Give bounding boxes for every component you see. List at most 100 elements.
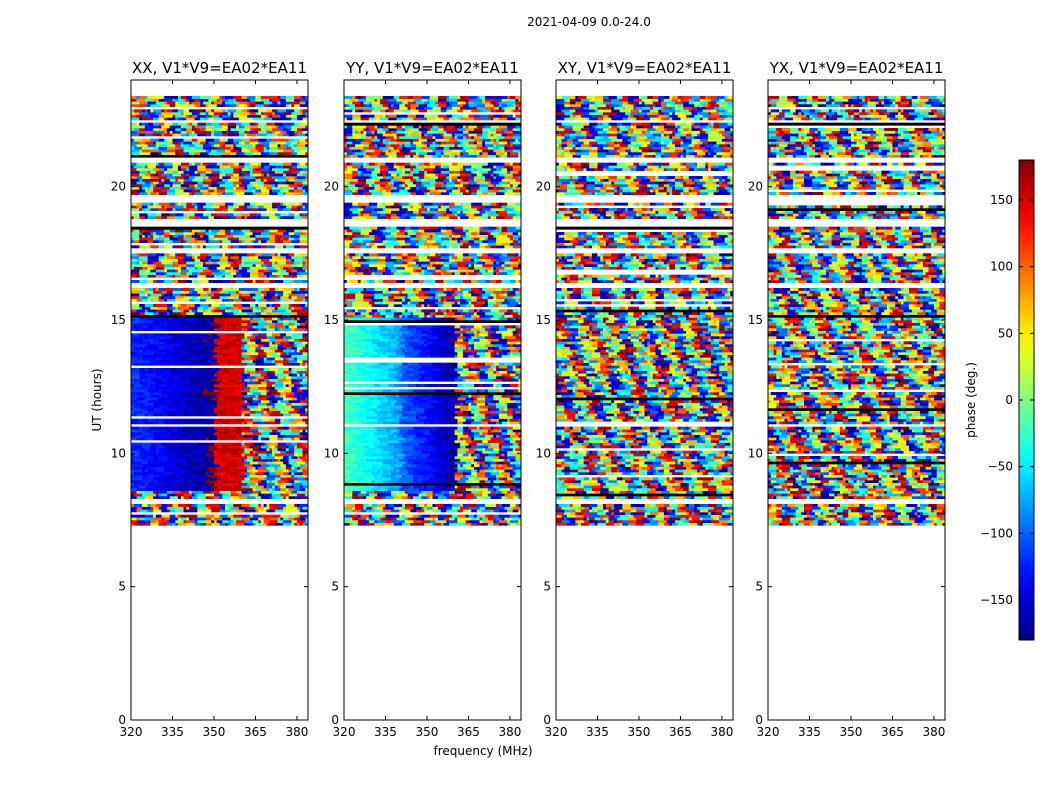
phase-cell — [274, 293, 278, 297]
phase-cell — [482, 509, 491, 513]
phase-cell — [285, 488, 289, 491]
phase-cell — [155, 400, 165, 403]
phase-cell — [142, 432, 148, 435]
phase-cell — [241, 453, 245, 457]
phase-cell — [158, 104, 162, 107]
phase-cell — [200, 469, 209, 473]
phase-cell — [374, 480, 378, 483]
phase-cell — [291, 304, 301, 307]
phase-cell — [213, 389, 220, 393]
phase-cell — [247, 133, 256, 137]
phase-cell — [272, 98, 281, 102]
phase-cell — [299, 394, 303, 398]
phase-cell — [205, 362, 212, 366]
phase-cell — [266, 293, 276, 297]
phase-cell — [368, 514, 372, 518]
phase-cell — [225, 400, 229, 403]
phase-cell — [178, 378, 182, 382]
phase-cell — [468, 520, 472, 523]
phase-cell — [515, 464, 521, 467]
phase-cell — [136, 114, 146, 118]
phase-cell — [205, 496, 209, 499]
phase-cell — [150, 362, 154, 366]
phase-cell — [443, 504, 453, 507]
phase-cell — [487, 504, 497, 507]
phase-cell — [487, 488, 494, 491]
phase-cell — [172, 245, 176, 249]
phase-cell — [169, 202, 176, 206]
phase-cell — [189, 373, 193, 377]
phase-cell — [352, 461, 359, 465]
phase-cell — [249, 213, 256, 217]
phase-cell — [454, 477, 461, 481]
phase-cell — [189, 405, 195, 409]
phase-cell — [299, 349, 306, 353]
phase-cell — [272, 128, 281, 131]
phase-cell — [255, 192, 262, 195]
phase-cell — [263, 112, 273, 115]
phase-cell — [225, 376, 229, 379]
phase-cell — [213, 480, 218, 483]
phase-cell — [305, 474, 308, 478]
phase-cell — [208, 437, 218, 441]
phase-cell — [285, 130, 289, 134]
phase-cell — [131, 229, 135, 233]
phase-cell — [200, 432, 206, 435]
phase-cell — [302, 405, 308, 409]
phase-cell — [205, 176, 209, 179]
phase-cell — [133, 202, 137, 206]
phase-cell — [244, 370, 248, 374]
phase-cell — [404, 504, 414, 507]
phase-cell — [186, 202, 193, 206]
phase-cell — [178, 458, 187, 462]
phase-cell — [244, 240, 251, 243]
phase-cell — [266, 485, 270, 489]
phase-cell — [277, 133, 284, 137]
phase-cell — [166, 490, 173, 494]
phase-cell — [269, 192, 278, 195]
phase-cell — [274, 418, 281, 422]
phase-cell — [164, 117, 168, 121]
phase-cell — [197, 370, 204, 374]
phase-cell — [233, 168, 240, 171]
phase-cell — [150, 469, 157, 473]
phase-cell — [349, 517, 353, 521]
phase-cell — [344, 517, 350, 521]
phase-cell — [219, 170, 223, 174]
phase-cell — [139, 101, 148, 105]
phase-cell — [238, 202, 245, 206]
phase-cell — [227, 322, 231, 326]
phase-cell — [147, 472, 151, 475]
phase-cell — [225, 520, 229, 523]
phase-cell — [205, 240, 209, 243]
phase-cell — [238, 101, 248, 105]
phase-cell — [266, 290, 276, 294]
phase-cell — [255, 266, 259, 270]
phase-cell — [175, 229, 184, 233]
phase-cell — [357, 514, 361, 518]
phase-cell — [288, 98, 295, 102]
phase-cell — [133, 458, 143, 462]
phase-cell — [186, 370, 190, 374]
phase-cell — [266, 397, 276, 401]
phase-cell — [238, 205, 242, 209]
phase-cell — [147, 202, 151, 206]
phase-cell — [391, 493, 397, 497]
phase-cell — [225, 261, 229, 265]
phase-cell — [150, 357, 157, 361]
phase-cell — [208, 216, 215, 219]
phase-cell — [344, 458, 348, 462]
phase-cell — [133, 480, 143, 483]
phase-cell — [161, 517, 165, 521]
phase-cell — [208, 176, 212, 179]
phase-cell — [175, 245, 184, 249]
phase-cell — [269, 418, 276, 422]
phase-cell — [142, 426, 151, 430]
phase-cell — [473, 496, 478, 499]
phase-cell — [158, 234, 162, 238]
phase-cell — [302, 274, 308, 278]
phase-cell — [241, 360, 251, 363]
phase-cell — [197, 122, 201, 126]
phase-cell — [219, 506, 223, 510]
phase-cell — [230, 344, 237, 347]
